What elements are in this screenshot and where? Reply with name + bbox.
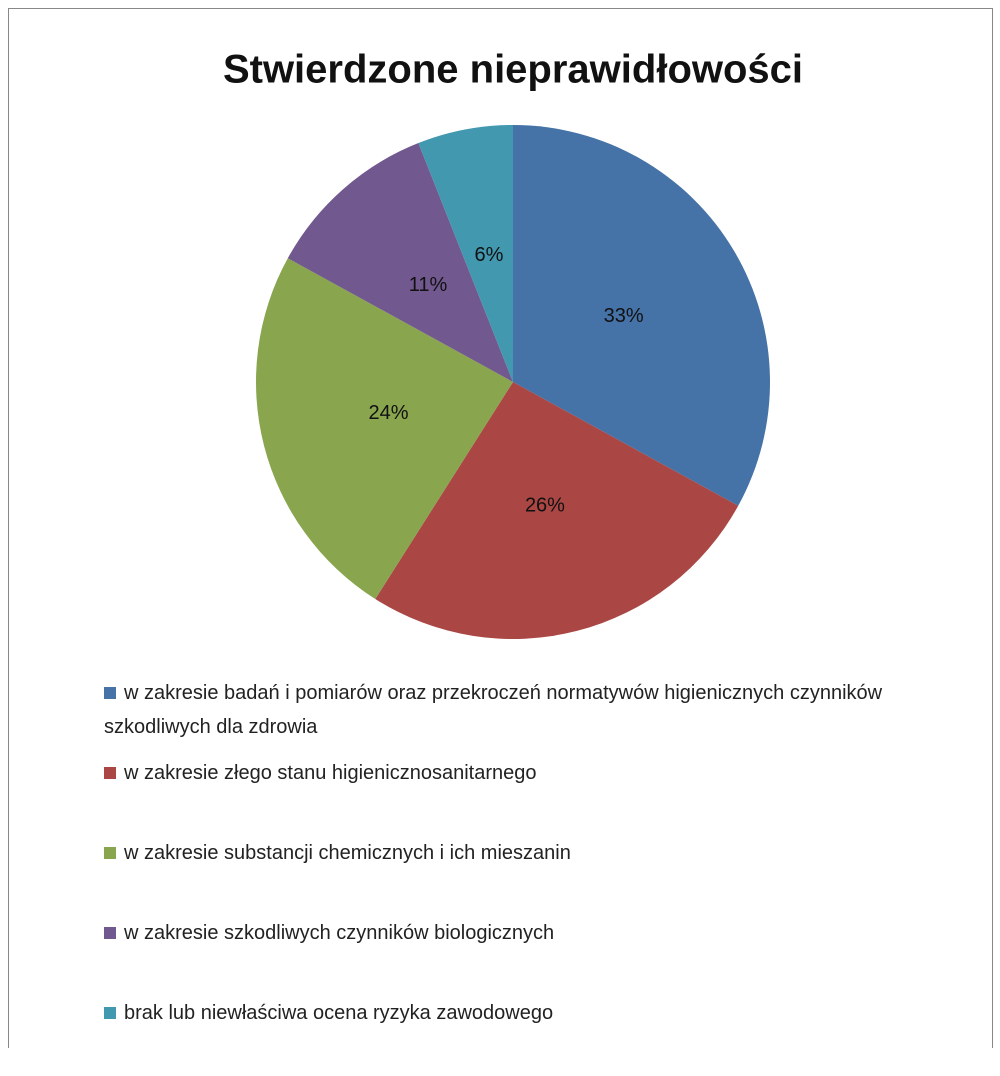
legend: w zakresie badań i pomiarów oraz przekro…	[104, 676, 964, 1076]
data-label: 33%	[604, 305, 644, 327]
pie-slice	[375, 382, 739, 639]
data-label: 26%	[525, 495, 565, 517]
legend-swatch	[104, 767, 116, 779]
chart-title: Stwierdzone nieprawidłowości	[223, 48, 803, 92]
legend-item: w zakresie złego stanu higienicznosanita…	[104, 756, 964, 790]
pie-slice	[418, 125, 513, 382]
pie-slice	[513, 125, 770, 506]
data-label: 24%	[369, 402, 409, 424]
legend-label: w zakresie badań i pomiarów oraz przekro…	[104, 682, 883, 738]
pie-slice	[256, 258, 513, 599]
page: Stwierdzone nieprawidłowości 33% 26% 24% 11…	[8, 8, 993, 1048]
data-label: 6%	[474, 244, 503, 266]
legend-label: brak lub niewłaściwa ocena ryzyka zawodo…	[124, 1002, 554, 1024]
legend-item: w zakresie szkodliwych czynników biologi…	[104, 916, 964, 950]
legend-swatch	[104, 847, 116, 859]
legend-swatch	[104, 927, 116, 939]
legend-item: w zakresie badań i pomiarów oraz przekro…	[104, 676, 964, 744]
legend-label: w zakresie złego stanu higienicznosanita…	[124, 762, 537, 784]
legend-label: w zakresie substancji chemicznych i ich …	[124, 842, 571, 864]
legend-item: brak lub niewłaściwa ocena ryzyka zawodo…	[104, 996, 964, 1030]
chart: Stwierdzone nieprawidłowości 33% 26% 24% 11…	[223, 48, 803, 639]
chart-frame	[8, 8, 993, 1048]
legend-label: w zakresie szkodliwych czynników biologi…	[124, 922, 555, 944]
legend-swatch	[104, 687, 116, 699]
data-label: 11%	[409, 274, 448, 296]
legend-item: w zakresie substancji chemicznych i ich …	[104, 836, 964, 870]
pie-slice	[287, 143, 513, 382]
legend-swatch	[104, 1007, 116, 1019]
